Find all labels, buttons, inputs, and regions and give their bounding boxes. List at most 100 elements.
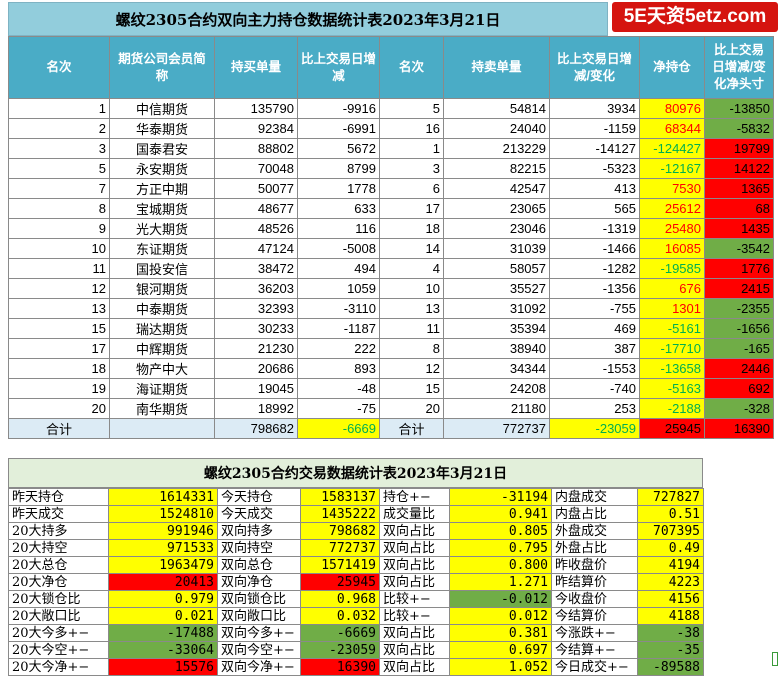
stat-label: 外盘成交 [551, 522, 638, 540]
cell-rank: 12 [8, 278, 110, 299]
stat-label: 比较+− [379, 607, 450, 625]
cell-rank: 5 [8, 158, 110, 179]
stat-label: 20大持多 [8, 522, 109, 540]
cell-srank: 18 [379, 218, 444, 239]
cell-buy: 30233 [214, 318, 298, 339]
cell-buy-chg: -9916 [297, 98, 380, 119]
stat-label: 双向净仓 [217, 573, 301, 591]
header-cell: 比上交易日增减 [297, 36, 380, 99]
stat-value: 0.795 [449, 539, 552, 557]
cell-net-chg: 1776 [704, 258, 774, 279]
cell-srank: 16 [379, 118, 444, 139]
stat-label: 双向敞口比 [217, 607, 301, 625]
stat-value: 15576 [108, 658, 218, 676]
stat-label: 20大总仓 [8, 556, 109, 574]
cell-rank: 11 [8, 258, 110, 279]
cell-sell-chg: -1466 [549, 238, 640, 259]
cell-net-chg: 2415 [704, 278, 774, 299]
total-buy-chg: -6669 [297, 418, 380, 439]
stat-value: 971533 [108, 539, 218, 557]
trade-table-title: 螺纹2305合约交易数据统计表2023年3月21日 [8, 458, 703, 488]
cell-buy: 20686 [214, 358, 298, 379]
cell-sell-chg: 413 [549, 178, 640, 199]
cell-buy-chg: 494 [297, 258, 380, 279]
cell-sell: 21180 [443, 398, 550, 419]
cell-sell: 54814 [443, 98, 550, 119]
cell-buy: 47124 [214, 238, 298, 259]
cell-sell: 35527 [443, 278, 550, 299]
cell-rank: 20 [8, 398, 110, 419]
header-cell: 比上交易日增减/变化净头寸 [704, 36, 774, 99]
cell-sell-chg: -1356 [549, 278, 640, 299]
stat-value: 1.052 [449, 658, 552, 676]
position-table: 名次 期货公司会员简称 持买单量 比上交易日增减 名次 持卖单量 比上交易日增减/变化 净持仓… [8, 36, 774, 439]
trade-table: 昨天持仓 1614331 今天持仓 1583137 持仓+− -31194 内盘成交 7278… [8, 488, 704, 676]
table-row: 昨天持仓 1614331 今天持仓 1583137 持仓+− -31194 内盘成交 7278… [8, 488, 704, 506]
cell-rank: 15 [8, 318, 110, 339]
cell-net: -5161 [639, 318, 705, 339]
stat-value: -6669 [300, 624, 380, 642]
cell-sell: 23046 [443, 218, 550, 239]
stat-label: 双向占比 [379, 658, 450, 676]
stat-label: 今收盘价 [551, 590, 638, 608]
cell-srank: 20 [379, 398, 444, 419]
stat-value: 0.941 [449, 505, 552, 523]
cell-name: 华泰期货 [109, 118, 215, 139]
cell-sell-chg: 469 [549, 318, 640, 339]
cell-name: 方正中期 [109, 178, 215, 199]
cell-net: -124427 [639, 138, 705, 159]
table-row: 20大净仓 20413 双向净仓 25945 双向占比 1.271 昨结算价 4223 [8, 573, 704, 591]
stat-label: 比较+− [379, 590, 450, 608]
stat-value: -38 [637, 624, 704, 642]
stat-value: 1583137 [300, 488, 380, 506]
stat-label: 20大净仓 [8, 573, 109, 591]
cell-net: 68344 [639, 118, 705, 139]
stat-value: 1.271 [449, 573, 552, 591]
stat-value: 1524810 [108, 505, 218, 523]
cell-net-chg: -2355 [704, 298, 774, 319]
stat-label: 今涨跌+− [551, 624, 638, 642]
cell-buy-chg: -3110 [297, 298, 380, 319]
stat-label: 20大今多+− [8, 624, 109, 642]
cell-srank: 3 [379, 158, 444, 179]
cell-net-chg: 68 [704, 198, 774, 219]
stat-value: 0.979 [108, 590, 218, 608]
table-row: 19 海证期货 19045 -48 15 24208 -740 -5163 692 [8, 378, 774, 399]
stat-label: 双向总仓 [217, 556, 301, 574]
cell-srank: 11 [379, 318, 444, 339]
stat-value: 20413 [108, 573, 218, 591]
stat-label: 内盘成交 [551, 488, 638, 506]
stat-value: 0.800 [449, 556, 552, 574]
table-row: 20大今多+− -17488 双向今多+− -6669 双向占比 0.381 今涨跌+− -3… [8, 624, 704, 642]
stat-value: -31194 [449, 488, 552, 506]
site-watermark: 5E天资5etz.com [612, 2, 778, 32]
table-row: 18 物产中大 20686 893 12 34344 -1553 -13658 2446 [8, 358, 774, 379]
cell-net-chg: -1656 [704, 318, 774, 339]
cell-name: 国泰君安 [109, 138, 215, 159]
table-row: 20大今净+− 15576 双向今净+− 16390 双向占比 1.052 今日成交+− -8… [8, 658, 704, 676]
cell-buy: 70048 [214, 158, 298, 179]
stat-label: 双向占比 [379, 624, 450, 642]
table-row: 1 中信期货 135790 -9916 5 54814 3934 80976 -13850 [8, 98, 774, 119]
stat-value: 0.381 [449, 624, 552, 642]
cell-net-chg: 1435 [704, 218, 774, 239]
cell-srank: 15 [379, 378, 444, 399]
cell-name: 海证期货 [109, 378, 215, 399]
cell-sell-chg: -740 [549, 378, 640, 399]
stat-value: 0.021 [108, 607, 218, 625]
stat-value: 1963479 [108, 556, 218, 574]
cell-buy-chg: 5672 [297, 138, 380, 159]
stat-value: 0.805 [449, 522, 552, 540]
cell-net: -17710 [639, 338, 705, 359]
stat-label: 今天持仓 [217, 488, 301, 506]
cell-sell-chg: 387 [549, 338, 640, 359]
total-net-chg: 16390 [704, 418, 774, 439]
stat-value: 1435222 [300, 505, 380, 523]
cell-net-chg: -5832 [704, 118, 774, 139]
stat-value: -17488 [108, 624, 218, 642]
header-cell: 持买单量 [214, 36, 298, 99]
cell-sell: 23065 [443, 198, 550, 219]
cell-buy: 48677 [214, 198, 298, 219]
stat-label: 今结算价 [551, 607, 638, 625]
stat-value: -23059 [300, 641, 380, 659]
